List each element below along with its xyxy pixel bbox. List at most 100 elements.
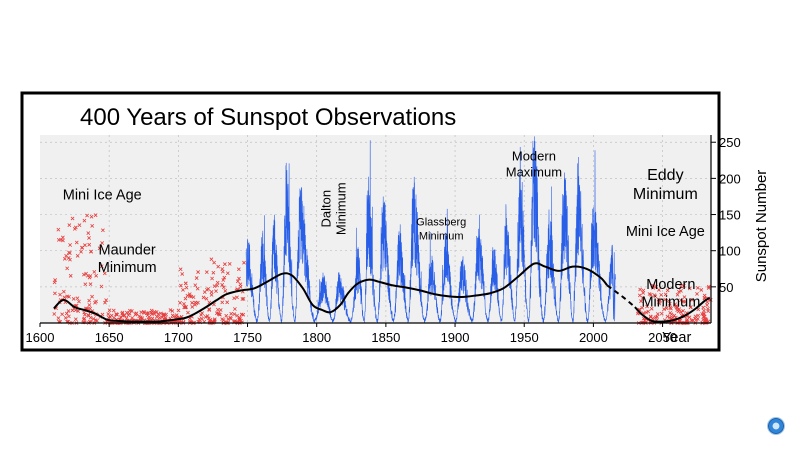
early-observation-marker xyxy=(211,270,216,275)
early-observation-marker xyxy=(185,293,190,298)
early-observation-marker xyxy=(671,315,675,320)
early-observation-marker xyxy=(193,302,197,307)
early-observation-marker xyxy=(82,310,87,315)
early-observation-marker xyxy=(89,214,94,219)
early-observation-marker xyxy=(203,315,208,319)
annotation-2: Maunder Minimum xyxy=(98,242,157,275)
early-observation-marker xyxy=(225,300,230,305)
early-observation-marker xyxy=(82,272,86,277)
early-observation-marker xyxy=(221,318,226,322)
early-observation-marker xyxy=(162,312,167,317)
early-observation-marker xyxy=(118,315,123,319)
early-observation-marker xyxy=(106,312,111,316)
early-observation-marker xyxy=(181,287,185,292)
plot-panel xyxy=(40,135,711,323)
early-observation-marker xyxy=(68,257,72,262)
early-observation-marker xyxy=(224,313,229,318)
early-observation-marker xyxy=(207,307,211,312)
early-observation-marker xyxy=(221,278,226,282)
early-observation-marker xyxy=(126,313,131,318)
early-observation-marker xyxy=(665,314,670,319)
early-observation-marker xyxy=(215,283,219,288)
early-observation-marker xyxy=(655,312,660,316)
observation-line xyxy=(245,136,616,324)
early-observation-marker xyxy=(229,316,233,321)
early-observation-marker xyxy=(705,300,710,304)
x-tick-label-1650: 1650 xyxy=(95,330,124,345)
early-observation-marker xyxy=(209,257,214,262)
early-observation-marker xyxy=(62,256,67,261)
early-observation-marker xyxy=(706,284,711,289)
early-observation-marker xyxy=(200,311,205,316)
early-observation-marker xyxy=(56,316,61,321)
early-observation-marker xyxy=(93,213,98,218)
early-observation-marker xyxy=(706,286,711,290)
early-observation-marker xyxy=(104,298,109,303)
early-observation-marker xyxy=(56,227,61,232)
early-observation-marker xyxy=(688,305,693,310)
early-observation-marker xyxy=(58,292,62,297)
early-observation-marker xyxy=(679,298,683,303)
early-observation-marker xyxy=(149,308,154,313)
early-observation-marker xyxy=(220,269,225,274)
early-observation-marker xyxy=(696,313,701,318)
early-observation-marker xyxy=(112,315,116,320)
early-observation-marker xyxy=(216,264,221,269)
early-observation-marker xyxy=(79,249,83,254)
early-observation-marker xyxy=(220,267,225,271)
early-observation-marker xyxy=(702,308,706,313)
early-observation-marker xyxy=(91,317,96,321)
gridlines xyxy=(40,135,711,323)
early-observation-marker xyxy=(103,300,107,305)
early-observation-marker xyxy=(232,312,237,317)
annotation-8: Modern Minimum xyxy=(641,277,700,311)
early-observation-marker xyxy=(176,308,181,313)
x-tick-label-2000: 2000 xyxy=(579,330,608,345)
early-observation-marker xyxy=(184,285,189,290)
early-observation-marker xyxy=(673,302,678,307)
early-observation-marker xyxy=(87,242,92,247)
chart-title: 400 Years of Sunspot Observations xyxy=(80,104,456,131)
early-observation-marker xyxy=(53,291,57,296)
early-observation-marker xyxy=(87,236,91,240)
early-observation-marker xyxy=(657,301,662,306)
early-observation-marker xyxy=(67,314,71,319)
early-observation-marker xyxy=(137,314,142,319)
early-observation-marker xyxy=(111,308,116,313)
early-observation-marker xyxy=(65,266,70,271)
annotation-3: DaltonMinimum xyxy=(319,182,349,235)
early-observation-marker xyxy=(73,308,78,313)
early-observation-marker xyxy=(70,216,75,221)
early-observation-marker xyxy=(193,283,198,288)
early-observation-marker xyxy=(100,241,105,245)
early-observation-marker xyxy=(152,311,157,316)
early-observation-marker xyxy=(641,288,646,293)
early-observation-marker xyxy=(190,305,195,309)
early-observation-marker xyxy=(171,314,176,319)
early-observation-marker xyxy=(107,308,112,313)
early-observation-marker xyxy=(681,283,686,288)
early-observation-marker xyxy=(82,312,87,317)
early-observation-marker xyxy=(115,312,119,317)
y-tick-label-250: 250 xyxy=(719,135,741,150)
early-observation-marker xyxy=(238,282,243,287)
early-observation-marker xyxy=(75,296,80,301)
early-observation-marker xyxy=(68,273,73,278)
y-tick-label-150: 150 xyxy=(719,208,741,223)
annotation-7: Mini Ice Age xyxy=(626,224,705,240)
early-observation-marker xyxy=(226,317,231,321)
early-observation-marker xyxy=(61,238,65,243)
early-observation-marker xyxy=(654,284,659,289)
early-observation-marker xyxy=(204,296,209,301)
early-observation-marker xyxy=(77,223,82,228)
early-observation-marker xyxy=(86,231,91,235)
early-observation-marker xyxy=(214,289,218,294)
early-observation-marker xyxy=(210,276,214,281)
early-observation-marker xyxy=(93,300,97,305)
early-observation-marker xyxy=(238,316,242,321)
early-observation-marker xyxy=(649,306,654,311)
assistant-badge-icon[interactable] xyxy=(768,418,784,434)
early-observation-marker xyxy=(64,311,69,316)
early-observation-marker xyxy=(233,307,237,311)
early-observation-marker xyxy=(227,262,232,266)
